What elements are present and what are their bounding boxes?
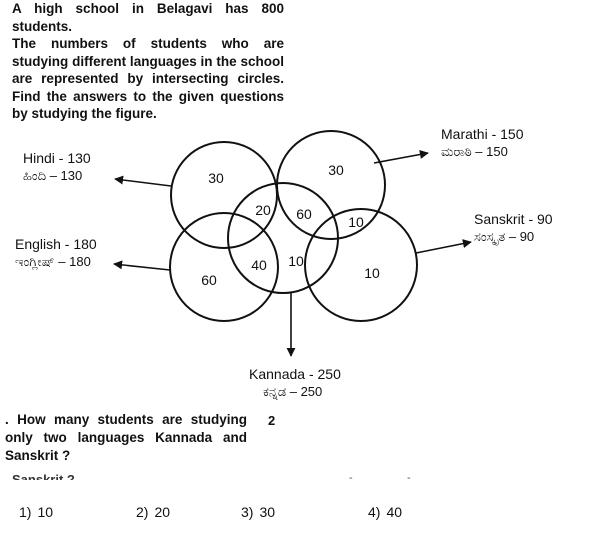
label-marathi-kn: ಮರಾಠಿ – 150	[441, 143, 523, 161]
region-kannada-marathi: 60	[296, 206, 312, 222]
label-sanskrit-en: Sanskrit - 90	[474, 210, 553, 228]
label-kannada: Kannada - 250 ಕನ್ನಡ – 250	[249, 365, 341, 401]
label-sanskrit: Sanskrit - 90 ಸಂಸ್ಕೃತ – 90	[474, 210, 553, 246]
arrow-marathi	[374, 153, 428, 163]
question-side-number: 2	[268, 413, 275, 428]
label-hindi: Hindi - 130 ಹಿಂದಿ – 130	[23, 149, 91, 185]
ghost-mark-1: -	[349, 472, 353, 480]
label-english-en: English - 180	[15, 235, 97, 253]
question-body: How many students are studying only two …	[5, 412, 247, 463]
arrow-sanskrit	[416, 242, 471, 253]
option-3[interactable]: 3) 30	[241, 504, 275, 520]
option-2[interactable]: 2) 20	[136, 504, 170, 520]
circle-marathi	[277, 131, 385, 239]
region-hindi-only: 30	[208, 170, 224, 186]
option-4[interactable]: 4) 40	[368, 504, 402, 520]
question-text: . How many students are studying only tw…	[5, 411, 247, 465]
option-1-value: 10	[37, 504, 53, 520]
region-english-only: 60	[201, 272, 217, 288]
label-hindi-kn: ಹಿಂದಿ – 130	[23, 167, 91, 185]
region-hindi-kannada: 20	[255, 202, 271, 218]
option-1[interactable]: 1) 10	[19, 504, 53, 520]
label-marathi-en: Marathi - 150	[441, 125, 523, 143]
option-4-value: 40	[386, 504, 402, 520]
option-3-value: 30	[259, 504, 275, 520]
region-sanskrit-only: 10	[364, 265, 380, 281]
arrow-hindi	[115, 179, 171, 186]
option-2-num: 2)	[136, 504, 148, 520]
label-marathi: Marathi - 150 ಮರಾಠಿ – 150	[441, 125, 523, 161]
circle-hindi	[171, 142, 277, 248]
option-2-value: 20	[154, 504, 170, 520]
region-kannada-sanskrit: 10	[288, 253, 304, 269]
option-4-num: 4)	[368, 504, 380, 520]
region-marathi-sanskrit: 10	[348, 214, 364, 230]
region-english-kannada: 40	[251, 257, 267, 273]
question-marker: .	[5, 412, 9, 427]
label-hindi-en: Hindi - 130	[23, 149, 91, 167]
label-sanskrit-kn: ಸಂಸ್ಕೃತ – 90	[474, 228, 553, 246]
question-ghost-text: Sanskrit ?	[12, 472, 75, 480]
arrow-english	[114, 264, 170, 270]
label-kannada-en: Kannada - 250	[249, 365, 341, 383]
label-english-kn: ಇಂಗ್ಲೀಷ್ – 180	[15, 253, 97, 271]
region-marathi-only: 30	[328, 162, 344, 178]
option-3-num: 3)	[241, 504, 253, 520]
ghost-mark-2: -	[407, 472, 411, 480]
label-english: English - 180 ಇಂಗ್ಲೀಷ್ – 180	[15, 235, 97, 271]
label-kannada-kn: ಕನ್ನಡ – 250	[249, 383, 341, 401]
option-1-num: 1)	[19, 504, 31, 520]
